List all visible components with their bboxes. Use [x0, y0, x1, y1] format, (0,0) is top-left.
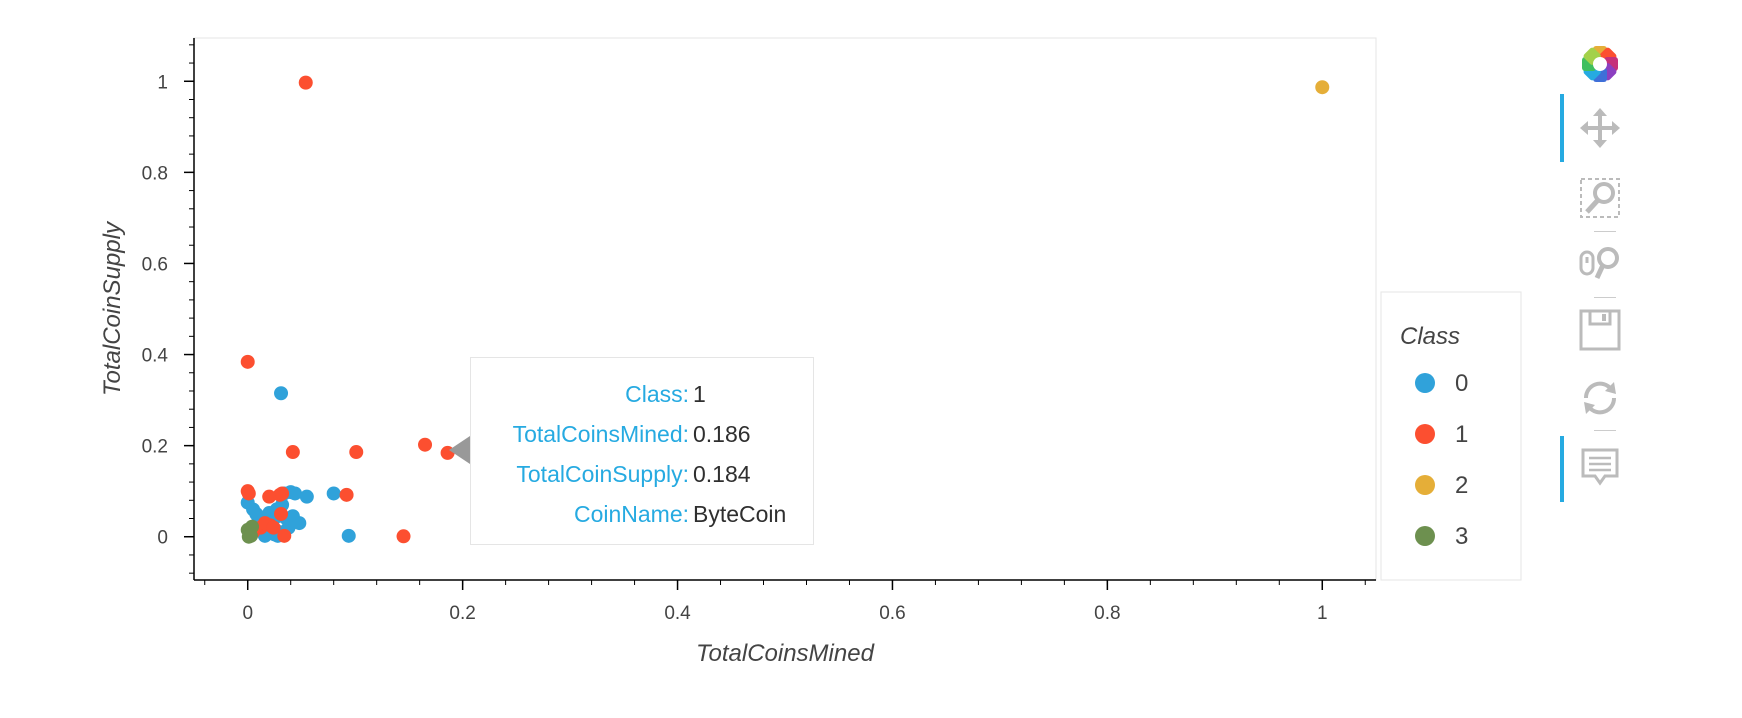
save-icon	[1579, 309, 1621, 351]
plot-toolbar	[1560, 36, 1640, 516]
y-tick-label: 0.8	[142, 163, 168, 184]
scatter-points[interactable]	[240, 75, 1330, 544]
data-point-class-1[interactable]	[285, 445, 300, 460]
toolbar-divider	[1594, 231, 1616, 232]
legend-swatch	[1415, 373, 1435, 393]
data-point-class-0[interactable]	[274, 386, 289, 401]
data-point-class-1[interactable]	[266, 520, 281, 535]
legend-box	[1380, 291, 1522, 581]
toolbar-divider	[1594, 297, 1616, 298]
hover-tooltip: Class: 1 TotalCoinsMined: 0.186 TotalCoi…	[470, 357, 814, 545]
data-point-class-1[interactable]	[241, 486, 256, 501]
wheel-zoom-icon	[1579, 247, 1619, 280]
legend-swatch	[1415, 475, 1435, 495]
data-point-class-1[interactable]	[418, 437, 433, 452]
data-point-class-0[interactable]	[299, 489, 314, 504]
data-point-class-1[interactable]	[298, 75, 313, 90]
data-point-class-1[interactable]	[274, 506, 289, 521]
bokeh-logo[interactable]	[1560, 36, 1640, 92]
toolbar-divider	[1594, 430, 1616, 431]
legend-label: 1	[1455, 421, 1468, 448]
x-tick-label: 1	[1317, 603, 1328, 624]
box-zoom-icon	[1580, 178, 1620, 218]
y-axis: 0 0.2 0.4 0.6 0.8 1	[142, 38, 195, 580]
hover-tool-button[interactable]	[1560, 436, 1640, 502]
y-tick-label: 0.2	[142, 437, 168, 458]
box-zoom-tool-button[interactable]	[1560, 170, 1640, 226]
data-point-class-1[interactable]	[277, 528, 292, 543]
legend: Class 0 1 2 3	[1380, 291, 1522, 581]
tooltip-row-totalcoinsupply: TotalCoinSupply: 0.184	[471, 454, 813, 494]
data-point-class-1[interactable]	[262, 489, 277, 504]
data-point-class-0[interactable]	[326, 486, 341, 501]
x-tick-label: 0.4	[664, 603, 691, 624]
hover-icon	[1581, 448, 1619, 486]
tooltip-row-class: Class: 1	[471, 374, 813, 414]
tooltip-key: Class:	[625, 380, 689, 407]
y-tick-label: 0	[157, 528, 168, 549]
tooltip-value: 1	[693, 380, 706, 407]
x-tick-label: 0.8	[1094, 603, 1120, 624]
data-point-class-1[interactable]	[396, 529, 411, 544]
data-point-class-3[interactable]	[243, 528, 258, 543]
tooltip-value: 0.184	[693, 460, 751, 487]
tooltip-key: TotalCoinSupply:	[516, 460, 689, 487]
tooltip-row-totalcoinsmined: TotalCoinsMined: 0.186	[471, 414, 813, 454]
wheel-zoom-tool-button[interactable]	[1560, 236, 1640, 292]
y-axis-title: TotalCoinSupply	[99, 220, 126, 396]
x-tick-label: 0	[242, 603, 253, 624]
data-point-class-2[interactable]	[1315, 80, 1330, 95]
tooltip-arrow	[449, 436, 470, 464]
data-point-class-0[interactable]	[292, 516, 307, 531]
x-tick-label: 0.2	[449, 603, 475, 624]
save-tool-button[interactable]	[1560, 302, 1640, 358]
legend-swatch	[1415, 526, 1435, 546]
legend-label: 3	[1455, 523, 1468, 550]
data-point-class-1[interactable]	[240, 354, 255, 369]
tooltip-value: 0.186	[693, 420, 751, 447]
tooltip-key: TotalCoinsMined:	[512, 420, 689, 447]
tooltip-row-coinname: CoinName: ByteCoin	[471, 494, 813, 534]
data-point-class-1[interactable]	[275, 486, 290, 501]
x-axis: 0 0.2 0.4 0.6 0.8 1	[194, 579, 1376, 624]
data-point-class-1[interactable]	[339, 487, 354, 502]
legend-label: 0	[1455, 370, 1468, 397]
pan-tool-button[interactable]	[1560, 94, 1640, 162]
tooltip-key: CoinName:	[573, 500, 689, 527]
reset-tool-button[interactable]	[1560, 370, 1640, 426]
x-axis-title: TotalCoinsMined	[696, 640, 875, 667]
x-tick-label: 0.6	[879, 603, 905, 624]
data-point-class-0[interactable]	[288, 486, 303, 501]
y-tick-label: 1	[157, 72, 168, 93]
legend-label: 2	[1455, 472, 1468, 499]
bokeh-logo-icon	[1582, 46, 1618, 82]
data-point-class-0[interactable]	[341, 528, 356, 543]
data-point-class-1[interactable]	[349, 445, 364, 460]
tooltip-value: ByteCoin	[693, 500, 787, 527]
y-tick-label: 0.4	[142, 346, 169, 367]
legend-title: Class	[1400, 323, 1460, 350]
pan-icon	[1580, 108, 1620, 148]
legend-swatch	[1415, 424, 1435, 444]
y-tick-label: 0.6	[142, 254, 168, 275]
reset-icon	[1583, 381, 1617, 415]
